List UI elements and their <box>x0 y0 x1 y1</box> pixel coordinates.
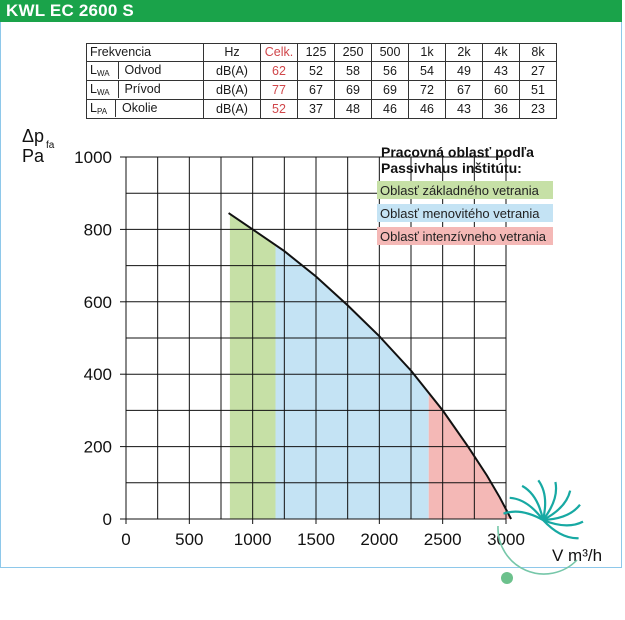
level-subscript: WA <box>96 69 110 78</box>
unit-cell: dB(A) <box>203 99 261 119</box>
y-axis-unit: Pa <box>22 146 45 166</box>
value-cell: 56 <box>371 61 409 81</box>
logo-stroke <box>542 519 579 540</box>
level-symbol: L <box>90 101 97 115</box>
legend-swatch <box>377 227 553 245</box>
row-name: Odvod <box>124 63 162 77</box>
operating-band-area <box>275 245 429 519</box>
x-tick-label: 1000 <box>234 530 272 549</box>
y-tick-label: 1000 <box>74 148 112 167</box>
logo-arc <box>497 525 578 575</box>
value-cell: 46 <box>371 99 409 119</box>
value-cell: 27 <box>519 61 557 81</box>
legend-title-line2: Passivhaus inštitútu: <box>381 160 522 176</box>
row-label: LWA Prívod <box>86 80 204 100</box>
logo-stroke <box>521 484 545 521</box>
cell-divider <box>117 81 119 98</box>
value-cell: 51 <box>519 80 557 100</box>
table-row: LPA Okolie dB(A) 52 37 48 46 46 43 36 23 <box>86 99 557 119</box>
x-tick-label: 500 <box>175 530 203 549</box>
x-tick-label: 1500 <box>297 530 335 549</box>
legend-title-line1: Pracovná oblasť podľa <box>381 144 534 160</box>
total-cell: 62 <box>260 61 298 81</box>
level-subscript: PA <box>96 107 108 116</box>
unit-cell: dB(A) <box>203 61 261 81</box>
cell-divider <box>117 62 119 79</box>
table-header-row: Frekvencia Hz Celk. 125 250 500 1k 2k 4k… <box>86 43 557 62</box>
operating-band-area <box>428 392 512 519</box>
value-cell: 67 <box>297 80 335 100</box>
y-axis-label-subscript: fa <box>46 140 55 151</box>
value-cell: 52 <box>297 61 335 81</box>
cell-divider <box>115 100 117 117</box>
logo-stroke <box>537 479 547 521</box>
unit-cell: dB(A) <box>203 80 261 100</box>
header-bar: KWL EC 2600 S <box>0 0 622 22</box>
row-name: Prívod <box>124 82 161 96</box>
x-tick-label: 3000 <box>487 530 525 549</box>
y-tick-label: 600 <box>84 293 112 312</box>
logo-stroke <box>542 481 558 521</box>
legend-swatch <box>377 181 553 199</box>
value-cell: 72 <box>408 80 446 100</box>
row-name: Okolie <box>122 101 158 115</box>
value-cell: 23 <box>519 99 557 119</box>
x-axis-label: V m³/h <box>552 546 602 565</box>
legend-swatch <box>377 204 553 222</box>
y-axis-label: Δp <box>22 126 44 146</box>
y-tick-label: 800 <box>84 220 112 239</box>
column-header: 125 <box>297 43 335 62</box>
x-tick-label: 0 <box>121 530 130 549</box>
logo-stroke <box>503 510 544 521</box>
fan-curve-line <box>228 212 512 520</box>
legend-entry-label: Oblasť intenzívneho vetrania <box>380 229 547 244</box>
logo-stroke <box>542 518 584 527</box>
legend-entry-label: Oblasť menovitého vetrania <box>380 206 540 221</box>
value-cell: 43 <box>445 99 483 119</box>
total-cell: 77 <box>260 80 298 100</box>
legend-entry-label: Oblasť základného vetrania <box>380 183 540 198</box>
x-tick-label: 2000 <box>360 530 398 549</box>
logo-stroke <box>509 496 544 521</box>
product-title: KWL EC 2600 S <box>6 1 134 20</box>
x-tick-label: 2500 <box>424 530 462 549</box>
y-tick-label: 0 <box>103 510 112 529</box>
table-row: LWA Odvod dB(A) 62 52 58 56 54 49 43 27 <box>86 61 557 81</box>
logo-stroke <box>542 490 572 521</box>
passivhaus-logo-icon <box>497 479 584 584</box>
value-cell: 48 <box>334 99 372 119</box>
y-tick-label: 400 <box>84 365 112 384</box>
level-subscript: WA <box>96 88 110 97</box>
level-symbol: L <box>90 82 97 96</box>
value-cell: 67 <box>445 80 483 100</box>
logo-dot <box>501 572 513 584</box>
sound-spec-table: Frekvencia Hz Celk. 125 250 500 1k 2k 4k… <box>86 43 557 119</box>
y-tick-label: 200 <box>84 438 112 457</box>
logo-stroke <box>542 503 581 522</box>
level-symbol: L <box>90 63 97 77</box>
total-cell: 52 <box>260 99 298 119</box>
column-header: 250 <box>334 43 372 62</box>
